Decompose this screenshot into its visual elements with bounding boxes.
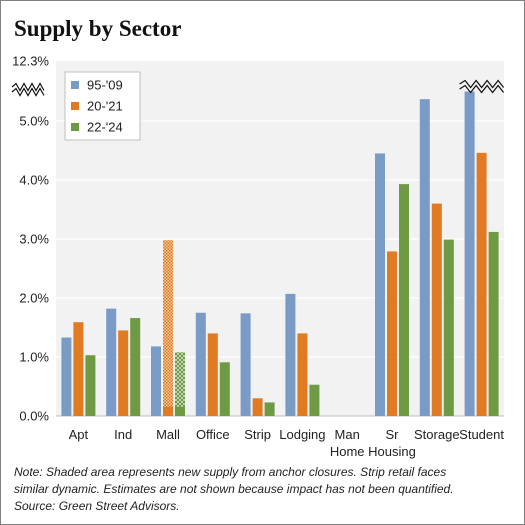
bar-storage-3 <box>443 239 454 416</box>
footnote: Note: Shaded area represents new supply … <box>14 464 514 515</box>
legend-swatch <box>71 123 79 131</box>
bar-student-2 <box>476 152 487 417</box>
x-category-label: Mall <box>156 427 180 442</box>
bar-apt-1 <box>61 337 72 416</box>
axis-break-marks <box>11 79 505 97</box>
footnote-line-1: Note: Shaded area represents new supply … <box>14 465 447 479</box>
y-tick-label: 4.0% <box>19 173 49 188</box>
y-tick-label: 3.0% <box>19 232 49 247</box>
x-category-label: Housing <box>368 444 416 459</box>
x-category-label: Storage <box>414 427 460 442</box>
bar-mall-2 <box>163 406 173 416</box>
bar-break-mark <box>459 79 505 89</box>
bar-ind-1 <box>106 308 117 416</box>
shaded-segment-mall-3 <box>175 352 185 407</box>
bar-strip-1 <box>240 313 251 416</box>
y-tick-label: 1.0% <box>19 350 49 365</box>
y-tick-label: 2.0% <box>19 291 49 306</box>
y-axis-break-mark <box>11 82 45 92</box>
bars <box>61 91 499 417</box>
bar-strip-2 <box>252 398 263 416</box>
bar-ind-2 <box>118 330 129 416</box>
bar-lodging-3 <box>309 384 320 416</box>
x-category-label: Man <box>335 427 360 442</box>
bar-sr-housing-1 <box>375 153 385 416</box>
x-category-label: Strip <box>244 427 271 442</box>
x-category-labels: Apt Ind Mall Office Strip Lodging Man Home Sr Hou… <box>69 427 505 459</box>
y-tick-label: 5.0% <box>19 114 49 129</box>
legend-label: 95-'09 <box>87 78 123 93</box>
x-category-label: Lodging <box>279 427 325 442</box>
y-tick-label-top: 12.3% <box>12 54 49 69</box>
y-tick-labels: 0.0% 1.0% 2.0% 3.0% 4.0% 5.0% 12.3% <box>12 54 49 424</box>
bar-storage-2 <box>431 203 442 416</box>
bar-apt-2 <box>73 322 84 416</box>
bar-ind-3 <box>130 318 141 416</box>
bar-sr-housing-3 <box>399 184 409 416</box>
shaded-segment-mall-2 <box>163 240 173 407</box>
bar-sr-housing-2 <box>387 251 397 416</box>
bar-lodging-2 <box>297 333 308 416</box>
bar-office-3 <box>219 362 230 416</box>
bar-strip-3 <box>264 402 275 416</box>
bar-office-1 <box>195 312 206 416</box>
x-category-label: Apt <box>69 427 89 442</box>
legend-swatch <box>71 81 79 89</box>
bar-mall-3 <box>175 406 185 416</box>
x-category-label: Home <box>330 444 365 459</box>
legend-label: 22-'24 <box>87 120 123 135</box>
bar-office-2 <box>207 333 218 416</box>
bar-student-3 <box>488 231 499 416</box>
legend: 95-'09 20-'21 22-'24 <box>64 71 141 141</box>
chart-title: Supply by Sector <box>14 16 182 41</box>
bar-storage-1 <box>419 99 430 417</box>
chart-svg: 0.0% 1.0% 2.0% 3.0% 4.0% 5.0% 12.3% Apt Ind Mall… <box>11 54 505 459</box>
bar-student-1 <box>464 91 475 416</box>
bar-mall-1 <box>151 346 161 416</box>
legend-label: 20-'21 <box>87 99 123 114</box>
footnote-line-2: similar dynamic. Estimates are not shown… <box>14 482 454 496</box>
y-tick-label: 0.0% <box>19 409 49 424</box>
footnote-line-3: Source: Green Street Advisors. <box>14 499 180 513</box>
bar-apt-3 <box>85 355 96 416</box>
x-category-label: Sr <box>386 427 400 442</box>
x-category-label: Office <box>196 427 230 442</box>
bar-lodging-1 <box>285 293 296 416</box>
x-category-label: Student <box>459 427 504 442</box>
x-category-label: Ind <box>114 427 132 442</box>
legend-swatch <box>71 102 79 110</box>
bar-break-mark <box>459 84 505 94</box>
y-axis-break-mark <box>11 87 45 97</box>
